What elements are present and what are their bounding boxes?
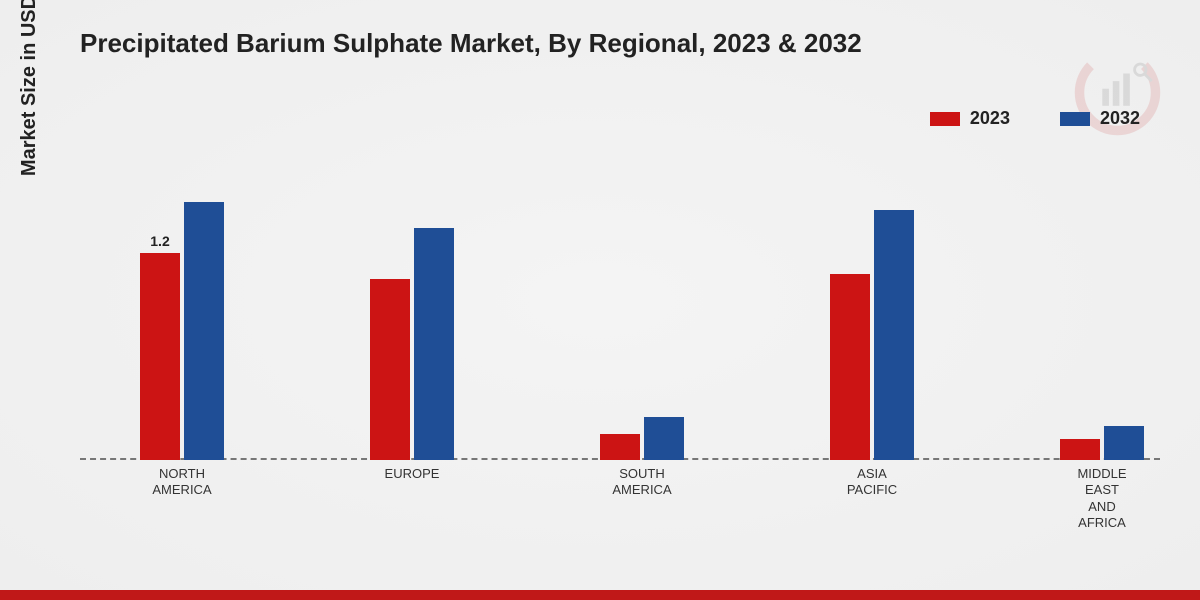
- y-axis-label: Market Size in USD Billion: [18, 0, 41, 176]
- bar-2023: [1060, 439, 1100, 460]
- legend-swatch-2023: [930, 112, 960, 126]
- x-tick-label: ASIA PACIFIC: [847, 466, 897, 499]
- bar-2023: 1.2: [140, 253, 180, 460]
- bar-2023: [370, 279, 410, 460]
- bar-2023: [830, 274, 870, 460]
- x-tick-label: SOUTH AMERICA: [612, 466, 671, 499]
- bar-2023: [600, 434, 640, 460]
- plot-area: 1.2: [80, 150, 1160, 460]
- chart-title: Precipitated Barium Sulphate Market, By …: [80, 28, 862, 59]
- bar-value-label: 1.2: [130, 233, 190, 249]
- bar-2032: [184, 202, 224, 460]
- bar-2032: [414, 228, 454, 461]
- legend-swatch-2032: [1060, 112, 1090, 126]
- legend-item-2023: 2023: [930, 108, 1010, 129]
- chart-container: Precipitated Barium Sulphate Market, By …: [0, 0, 1200, 600]
- legend-label-2023: 2023: [970, 108, 1010, 129]
- x-tick-label: MIDDLE EAST AND AFRICA: [1077, 466, 1126, 531]
- legend-label-2032: 2032: [1100, 108, 1140, 129]
- watermark-logo-icon: [1070, 45, 1165, 145]
- x-tick-label: NORTH AMERICA: [152, 466, 211, 499]
- bar-2032: [1104, 426, 1144, 460]
- footer-bar: [0, 590, 1200, 600]
- legend: 2023 2032: [930, 108, 1140, 129]
- bar-2032: [874, 210, 914, 460]
- bar-2032: [644, 417, 684, 460]
- x-tick-label: EUROPE: [385, 466, 440, 482]
- legend-item-2032: 2032: [1060, 108, 1140, 129]
